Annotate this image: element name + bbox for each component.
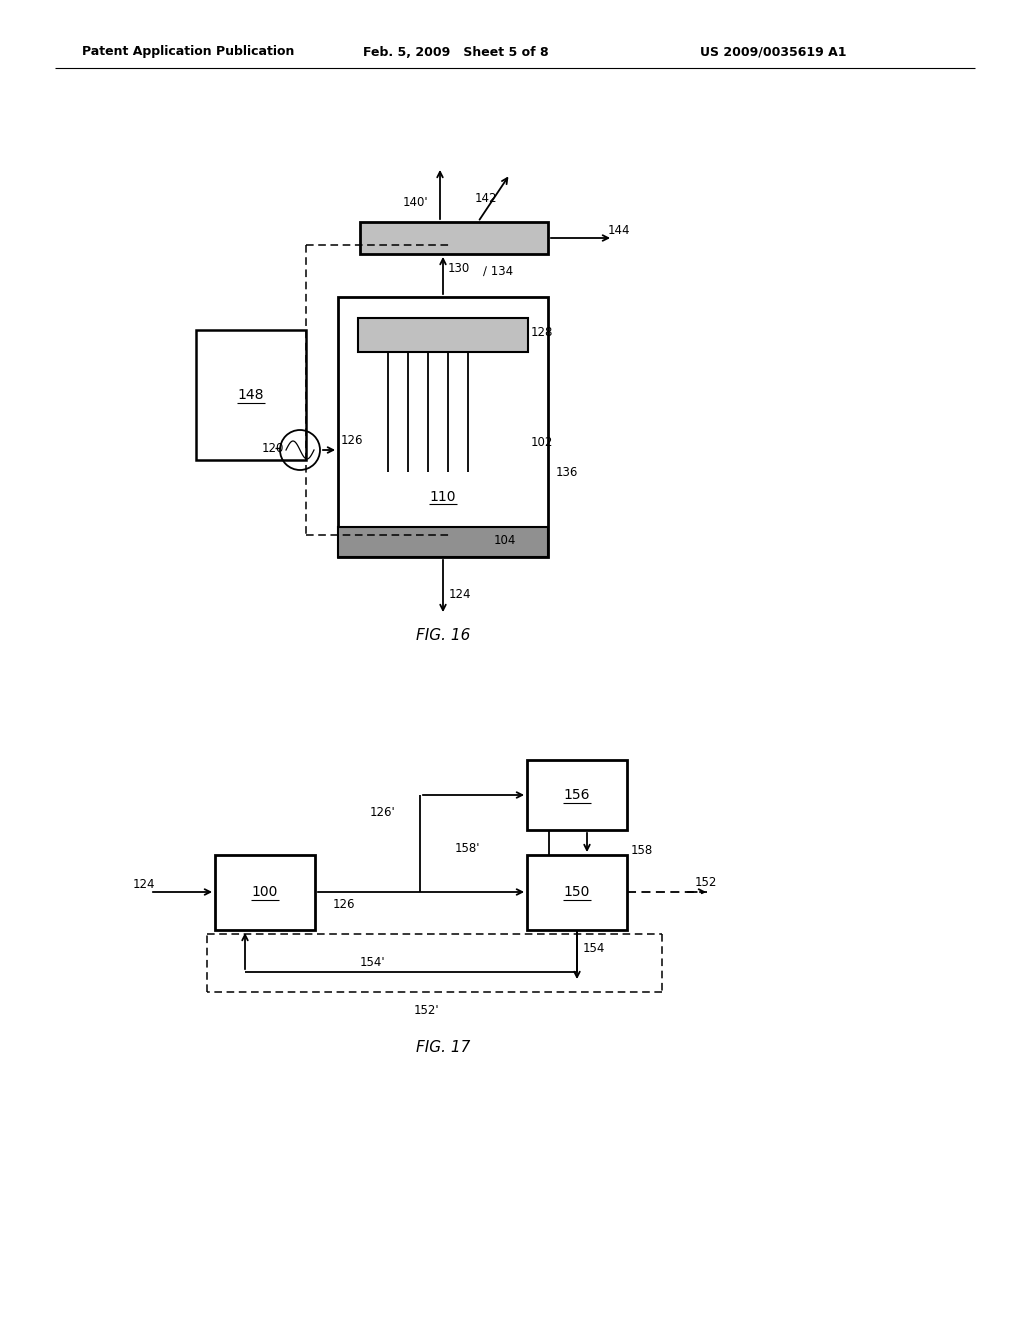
Text: 158: 158	[631, 843, 653, 857]
Bar	[358, 318, 528, 352]
Text: 128: 128	[531, 326, 553, 339]
Text: Patent Application Publication: Patent Application Publication	[82, 45, 294, 58]
Text: 140': 140'	[403, 195, 429, 209]
Text: 124: 124	[133, 878, 156, 891]
Bar	[338, 297, 548, 557]
Text: 130: 130	[449, 261, 470, 275]
Bar	[196, 330, 306, 459]
Bar	[338, 527, 548, 557]
Bar	[360, 222, 548, 253]
Bar	[527, 760, 627, 830]
Text: 102: 102	[531, 436, 553, 449]
Text: 126': 126'	[370, 807, 395, 820]
Text: 158': 158'	[455, 842, 480, 854]
Text: 136: 136	[556, 466, 579, 479]
Text: 126: 126	[333, 898, 355, 911]
Text: 144: 144	[608, 223, 631, 236]
Bar	[215, 855, 315, 931]
Text: 152: 152	[695, 875, 718, 888]
Text: US 2009/0035619 A1: US 2009/0035619 A1	[700, 45, 847, 58]
Text: 124: 124	[449, 589, 471, 602]
Text: FIG. 17: FIG. 17	[416, 1040, 470, 1055]
Text: 152': 152'	[414, 1003, 439, 1016]
Text: 110: 110	[430, 490, 457, 504]
Text: ∕ 134: ∕ 134	[483, 264, 513, 277]
Text: 154: 154	[583, 941, 605, 954]
Text: 154': 154'	[360, 956, 386, 969]
Text: 104: 104	[494, 533, 516, 546]
Text: 156: 156	[564, 788, 590, 803]
Text: 126: 126	[341, 434, 364, 447]
Text: FIG. 16: FIG. 16	[416, 627, 470, 643]
Text: 150: 150	[564, 884, 590, 899]
Text: 120: 120	[262, 441, 285, 454]
Text: 148: 148	[238, 388, 264, 403]
Text: 142: 142	[475, 193, 498, 206]
Bar	[527, 855, 627, 931]
Text: 100: 100	[252, 884, 279, 899]
Text: Feb. 5, 2009   Sheet 5 of 8: Feb. 5, 2009 Sheet 5 of 8	[362, 45, 549, 58]
